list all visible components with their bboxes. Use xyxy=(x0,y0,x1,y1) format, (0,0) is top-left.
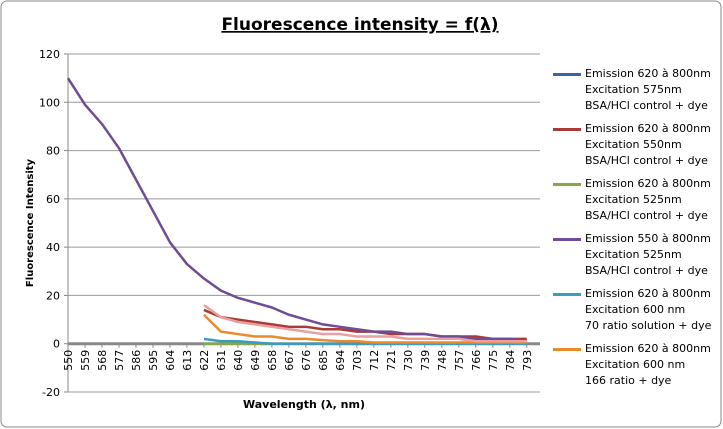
legend-label: Emission 620 à 800nm Excitation 600 nm 1… xyxy=(585,342,711,387)
series-line xyxy=(203,304,527,343)
x-tick-label: 757 xyxy=(453,350,466,371)
legend-label: Emission 620 à 800nm Excitation 575nm BS… xyxy=(585,67,711,112)
x-tick-label: 694 xyxy=(334,350,347,371)
x-tick-label: 622 xyxy=(198,350,211,371)
x-tick-label: 721 xyxy=(385,350,398,371)
x-tick-label: 739 xyxy=(419,350,432,371)
x-tick-label: 748 xyxy=(436,350,449,371)
x-axis-label: Wavelength (λ, nm) xyxy=(243,398,365,411)
y-tick-label: 100 xyxy=(39,96,60,109)
series-line xyxy=(66,77,527,343)
legend-entry: Emission 620 à 800nm Excitation 600 nm 1… xyxy=(553,341,721,389)
y-tick-label: 60 xyxy=(46,193,60,206)
legend: Emission 620 à 800nm Excitation 575nm BS… xyxy=(553,66,721,396)
x-tick-label: 685 xyxy=(317,350,330,371)
legend-label: Emission 550 à 800nm Excitation 525nm BS… xyxy=(585,232,711,277)
x-tick-label: 568 xyxy=(96,350,109,371)
x-tick-label: 595 xyxy=(147,350,160,371)
x-tick-label: 784 xyxy=(504,350,517,371)
legend-label: Emission 620 à 800nm Excitation 550nm BS… xyxy=(585,122,711,167)
series-line xyxy=(203,313,527,344)
legend-swatch xyxy=(553,183,581,186)
x-tick-label: 649 xyxy=(249,350,262,371)
legend-swatch xyxy=(553,238,581,241)
y-tick-label: 40 xyxy=(46,241,60,254)
x-tick-label: 676 xyxy=(300,350,313,371)
legend-label: Emission 620 à 800nm Excitation 600 nm 7… xyxy=(585,287,712,332)
x-tick-label: 577 xyxy=(113,350,126,371)
x-tick-label: 730 xyxy=(402,350,415,371)
x-tick-label: 559 xyxy=(79,350,92,371)
x-tick-label: 703 xyxy=(351,350,364,371)
x-tick-label: 667 xyxy=(283,350,296,371)
legend-entry: Emission 620 à 800nm Excitation 550nm BS… xyxy=(553,121,721,169)
legend-entry: Emission 620 à 800nm Excitation 525nm BS… xyxy=(553,176,721,224)
y-tick-label: 0 xyxy=(53,338,60,351)
legend-swatch xyxy=(553,293,581,296)
x-tick-label: 766 xyxy=(470,350,483,371)
x-tick-label: 604 xyxy=(164,350,177,371)
y-tick-label: -20 xyxy=(42,386,60,399)
legend-swatch xyxy=(553,348,581,351)
y-tick-label: 120 xyxy=(39,48,60,61)
y-tick-label: 20 xyxy=(46,289,60,302)
x-tick-label: 712 xyxy=(368,350,381,371)
chart-title: Fluorescence intensity = f(λ) xyxy=(221,15,498,35)
x-tick-label: 658 xyxy=(266,350,279,371)
legend-label: Emission 620 à 800nm Excitation 525nm BS… xyxy=(585,177,711,222)
x-tick-label: 631 xyxy=(215,350,228,371)
x-tick-label: 613 xyxy=(181,350,194,371)
x-tick-label: 550 xyxy=(62,350,75,371)
legend-entry: Emission 620 à 800nm Excitation 575nm BS… xyxy=(553,66,721,114)
legend-swatch xyxy=(553,128,581,131)
x-tick-label: 793 xyxy=(521,350,534,371)
x-tick-label: 586 xyxy=(130,350,143,371)
x-tick-label: 775 xyxy=(487,350,500,371)
legend-entry: Emission 550 à 800nm Excitation 525nm BS… xyxy=(553,231,721,279)
legend-entry: Emission 620 à 800nm Excitation 600 nm 7… xyxy=(553,286,721,334)
y-tick-label: 80 xyxy=(46,145,60,158)
y-axis-label: Fluorescence Intensity xyxy=(25,158,36,287)
x-tick-label: 640 xyxy=(232,350,245,371)
legend-swatch xyxy=(553,73,581,76)
